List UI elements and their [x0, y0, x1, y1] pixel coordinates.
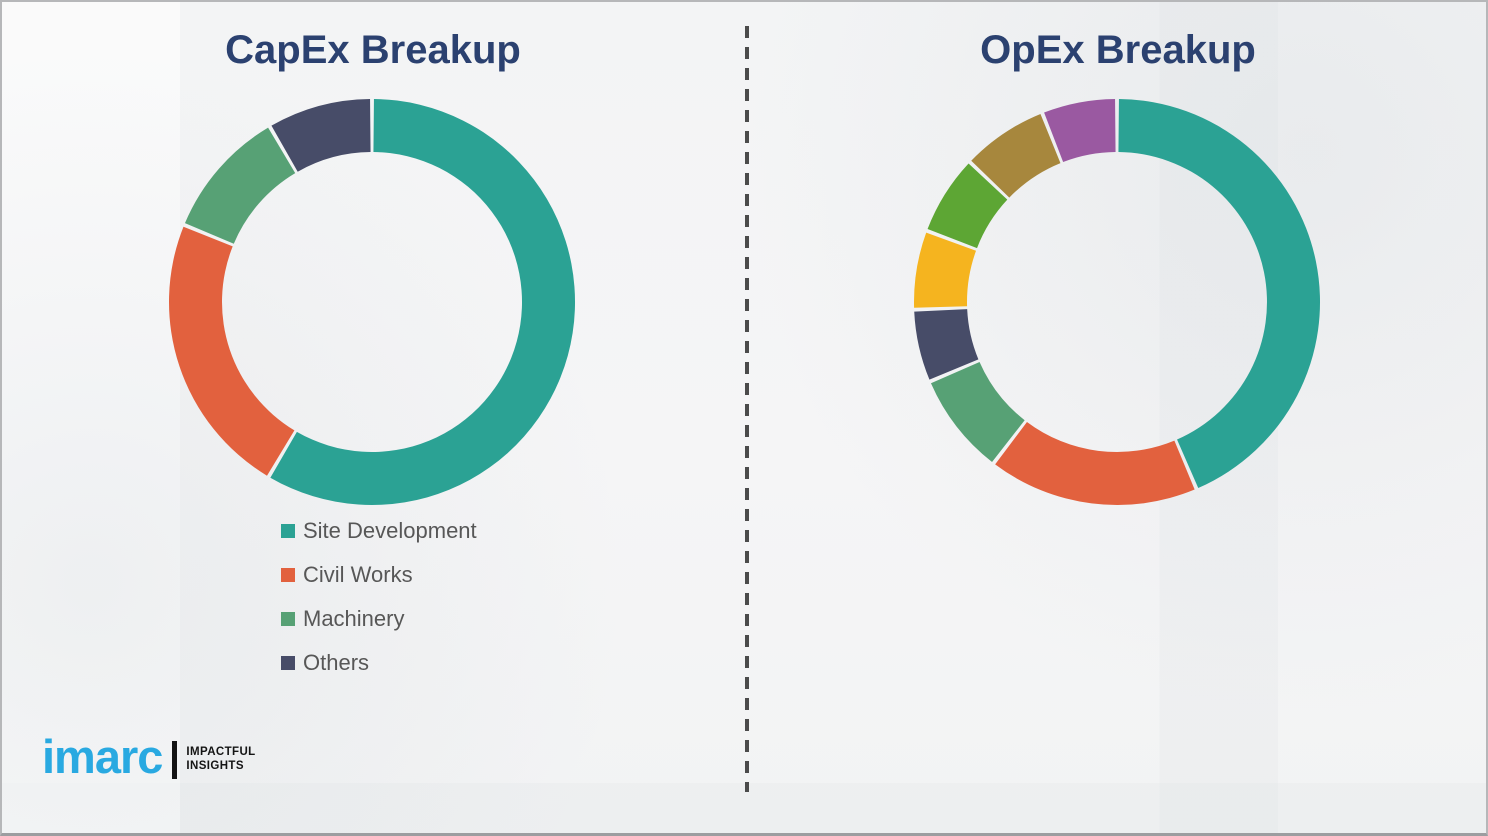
opex-breakup-segment-raw-materials: [1118, 99, 1321, 489]
imarc-logo-text: imarc: [42, 729, 163, 783]
opex-title: OpEx Breakup: [980, 28, 1256, 72]
legend-item-civil-works: Civil Works: [281, 553, 477, 597]
capex-breakup-segment-others: [271, 99, 371, 172]
legend-label-site-development: Site Development: [303, 518, 477, 543]
legend-item-others: Others: [281, 641, 477, 685]
capex-breakup-segment-site-development: [270, 99, 576, 506]
opex-breakup-segment-taxes: [930, 362, 1025, 462]
capex-donut-chart: [168, 98, 576, 506]
others-swatch: [281, 656, 295, 670]
opex-breakup-segment-salaries-and-wages: [995, 421, 1195, 506]
opex-breakup-segment-overheads: [927, 163, 1008, 249]
machinery-swatch: [281, 612, 295, 626]
imarc-logo: imarc IMPACTFUL INSIGHTS: [42, 729, 256, 783]
legend-label-others: Others: [303, 650, 370, 675]
legend-item-machinery: Machinery: [281, 597, 477, 641]
opex-breakup-segment-others: [1044, 99, 1116, 163]
imarc-logo-tagline: IMPACTFUL INSIGHTS: [186, 746, 255, 773]
opex-breakup-segment-utility: [914, 309, 979, 380]
legend-label-civil-works: Civil Works: [303, 562, 413, 587]
site-development-swatch: [281, 524, 295, 538]
capex-breakup-segment-machinery: [184, 127, 296, 244]
imarc-logo-divider-bar: [172, 741, 178, 779]
legend-label-machinery: Machinery: [303, 606, 405, 631]
opex-breakup-segment-depreciation: [971, 113, 1061, 198]
imarc-tagline-line1: IMPACTFUL: [186, 746, 256, 759]
opex-panel: OpEx Breakup Raw MaterialsSalaries and W…: [746, 2, 1486, 833]
capex-breakup-segment-civil-works: [169, 226, 295, 476]
opex-donut-chart: [913, 98, 1321, 506]
civil-works-swatch: [281, 568, 295, 582]
capex-legend: Site Development Civil Works Machinery Othe…: [281, 509, 477, 685]
capex-title: CapEx Breakup: [225, 28, 521, 72]
divider-dashed-line: [745, 26, 749, 792]
imarc-tagline-line2: INSIGHTS: [186, 760, 244, 772]
capex-panel: CapEx Breakup Site Development Civil Work…: [2, 2, 746, 833]
opex-breakup-segment-transportation: [914, 232, 977, 308]
legend-item-site-development: Site Development: [281, 509, 477, 553]
